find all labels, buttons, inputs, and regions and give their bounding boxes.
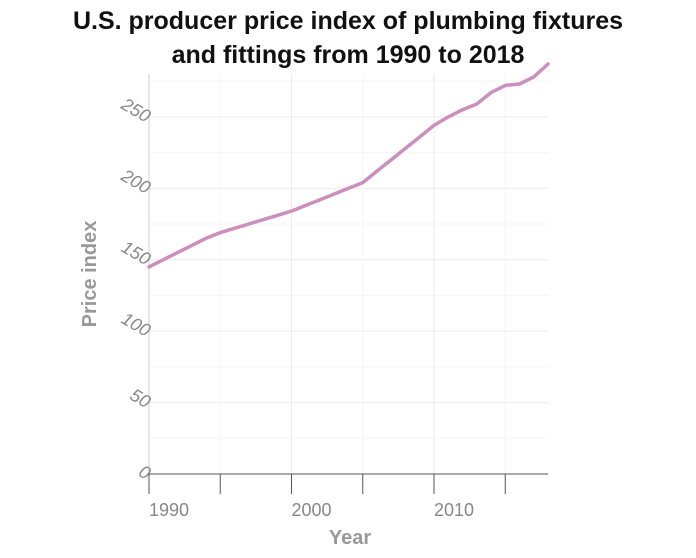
x-tick-label: 1990 — [149, 500, 189, 520]
x-tick-label: 2000 — [291, 500, 331, 520]
series-line — [147, 62, 550, 269]
y-tick-label: 50 — [127, 385, 154, 412]
y-axis-label: Price index — [79, 221, 101, 328]
grid — [148, 74, 548, 474]
x-axis-label: Year — [329, 527, 371, 549]
chart-title-line-1: U.S. producer price index of plumbing fi… — [72, 7, 624, 35]
y-tick-label: 0 — [135, 461, 154, 483]
chart-title: U.S. producer price index of plumbing fi… — [0, 4, 696, 72]
y-tick-label: 200 — [117, 165, 154, 198]
y-tick-label: 250 — [117, 93, 154, 126]
chart-title-line-2: and fittings from 1990 to 2018 — [171, 41, 525, 69]
x-axis-ticks: 1990 2000 2010 — [148, 474, 506, 520]
axes — [148, 74, 548, 475]
series-group — [147, 62, 550, 269]
x-tick-label: 2010 — [434, 500, 474, 520]
